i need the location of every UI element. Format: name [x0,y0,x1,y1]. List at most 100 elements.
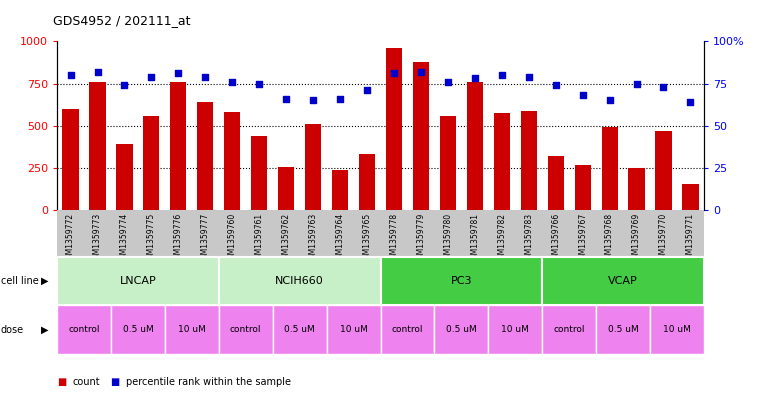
Bar [170,82,186,210]
Text: 10 uM: 10 uM [178,325,205,334]
Text: dose: dose [1,325,24,334]
Point [549,82,562,88]
Text: GSM1359773: GSM1359773 [93,213,102,264]
Bar [655,131,672,210]
Bar [143,116,160,210]
Text: control: control [68,325,100,334]
Text: GSM1359774: GSM1359774 [120,213,129,264]
Text: GSM1359781: GSM1359781 [470,213,479,264]
Text: 0.5 uM: 0.5 uM [123,325,153,334]
Bar [521,110,537,210]
Bar [435,305,489,354]
Point [199,73,212,80]
Bar [412,62,429,210]
Text: VCAP: VCAP [608,276,638,286]
Point [388,70,400,77]
Text: 0.5 uM: 0.5 uM [446,325,476,334]
Bar [332,170,348,210]
Text: LNCAP: LNCAP [119,276,156,286]
Text: control: control [553,325,585,334]
Text: GSM1359771: GSM1359771 [686,213,695,264]
Point [119,82,131,88]
Point [603,97,616,103]
Bar [548,156,564,210]
Bar [219,257,380,305]
Point [307,97,319,103]
Text: GSM1359760: GSM1359760 [228,213,237,264]
Point [361,87,373,94]
Bar [57,257,219,305]
Bar [489,305,542,354]
Bar [62,109,78,210]
Text: 10 uM: 10 uM [339,325,368,334]
Point [523,73,535,80]
Bar [224,112,240,210]
Point [65,72,77,78]
Point [253,80,266,86]
Text: NCIH660: NCIH660 [275,276,324,286]
Bar [440,116,456,210]
Text: 0.5 uM: 0.5 uM [608,325,638,334]
Text: ■: ■ [110,377,119,387]
Text: percentile rank within the sample: percentile rank within the sample [126,377,291,387]
Point [495,72,508,78]
Bar [494,113,510,210]
Bar [601,127,618,210]
Text: ▶: ▶ [41,325,49,334]
Text: ■: ■ [57,377,66,387]
Point [91,68,103,75]
Text: GSM1359775: GSM1359775 [147,213,156,264]
Point [469,75,481,82]
Text: control: control [230,325,262,334]
Text: GSM1359768: GSM1359768 [605,213,614,264]
Point [334,95,346,102]
Bar [251,136,267,210]
Point [684,99,696,105]
Bar [116,144,132,210]
Text: GSM1359780: GSM1359780 [444,213,452,264]
Bar [57,305,111,354]
Bar [596,305,650,354]
Point [280,95,292,102]
Bar [466,82,483,210]
Bar [111,305,165,354]
Text: GSM1359772: GSM1359772 [66,213,75,264]
Bar [650,305,704,354]
Text: GSM1359777: GSM1359777 [201,213,210,264]
Bar [197,102,213,210]
Text: GSM1359767: GSM1359767 [578,213,587,264]
Text: GSM1359770: GSM1359770 [659,213,668,264]
Bar [359,154,375,210]
Text: GSM1359761: GSM1359761 [255,213,264,264]
Point [226,79,238,85]
Point [442,79,454,85]
Text: 0.5 uM: 0.5 uM [285,325,315,334]
Text: GSM1359762: GSM1359762 [282,213,291,264]
Text: GSM1359779: GSM1359779 [416,213,425,264]
Bar [629,168,645,210]
Text: GSM1359769: GSM1359769 [632,213,641,264]
Bar [90,82,106,210]
Text: GDS4952 / 202111_at: GDS4952 / 202111_at [53,14,191,27]
Text: control: control [392,325,423,334]
Text: GSM1359783: GSM1359783 [524,213,533,264]
Point [630,80,642,86]
Bar [386,48,402,210]
Bar [278,167,295,210]
Point [145,73,158,80]
Bar [575,165,591,210]
Bar [305,124,321,210]
Point [577,92,589,99]
Text: 10 uM: 10 uM [663,325,691,334]
Point [415,68,427,75]
Text: GSM1359776: GSM1359776 [174,213,183,264]
Point [172,70,184,77]
Text: GSM1359778: GSM1359778 [390,213,399,264]
Text: cell line: cell line [1,276,39,286]
Text: GSM1359765: GSM1359765 [362,213,371,264]
Bar [380,305,435,354]
Bar [380,257,542,305]
Text: GSM1359764: GSM1359764 [336,213,345,264]
Point [658,84,670,90]
Bar [683,184,699,210]
